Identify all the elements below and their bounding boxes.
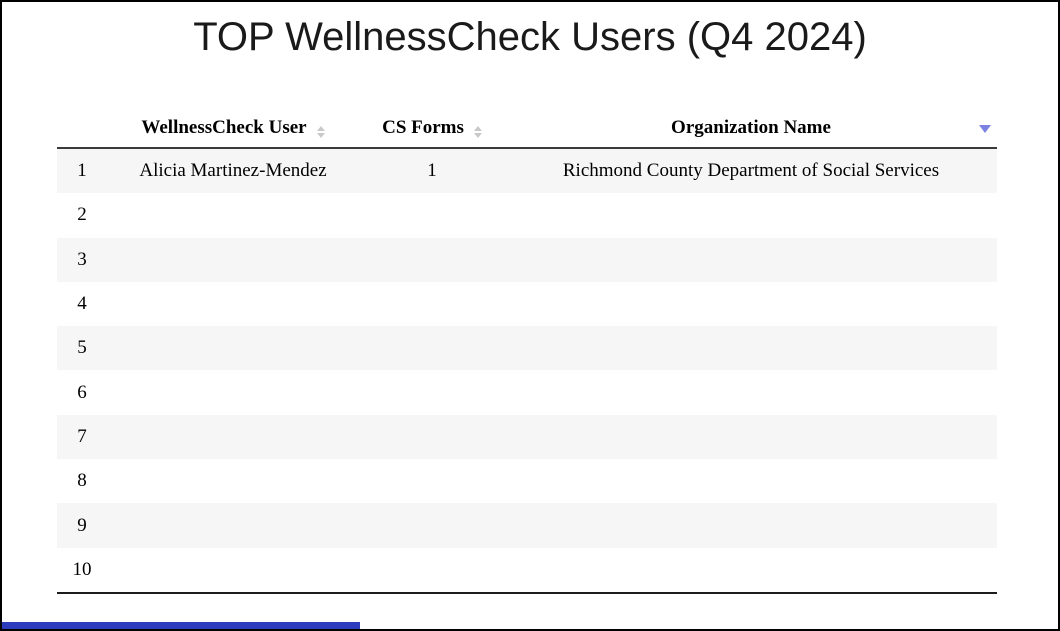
table-row: 2	[57, 193, 997, 237]
table-row: 5	[57, 326, 997, 371]
rank-cell: 9	[77, 514, 87, 536]
sort-desc-icon[interactable]	[979, 124, 991, 133]
user-cell: Alicia Martinez-Mendez	[139, 160, 327, 182]
rank-cell: 3	[77, 248, 87, 270]
top-users-table: WellnessCheck User CS Forms Organization…	[57, 108, 997, 594]
table-row: 1 Alicia Martinez-Mendez 1 Richmond Coun…	[57, 149, 997, 194]
accent-bar	[2, 622, 360, 629]
rank-cell: 7	[77, 425, 87, 447]
organization-cell: Richmond County Department of Social Ser…	[562, 160, 940, 182]
rank-cell: 4	[77, 293, 87, 315]
sort-down-arrow-icon	[316, 133, 325, 138]
organization-column-header[interactable]: Organization Name	[505, 107, 997, 148]
sort-down-arrow-icon	[473, 133, 482, 138]
rank-cell: 10	[72, 558, 92, 580]
table-row: 7	[57, 414, 997, 460]
cs-forms-cell: 1	[427, 160, 437, 182]
table-row: 6	[57, 370, 997, 414]
sort-updown-icon[interactable]	[316, 126, 325, 138]
sort-updown-icon[interactable]	[473, 126, 482, 138]
cs-forms-column-header[interactable]: CS Forms	[359, 107, 505, 148]
sort-up-arrow-icon	[473, 126, 482, 131]
rank-cell: 8	[77, 470, 87, 492]
rank-cell: 6	[77, 381, 87, 403]
sort-up-arrow-icon	[316, 126, 325, 131]
table-row: 8	[57, 459, 997, 503]
organization-column-label: Organization Name	[671, 117, 831, 138]
table-row: 3	[57, 237, 997, 282]
user-column-label: WellnessCheck User	[141, 117, 307, 138]
table-bottom-border	[57, 591, 997, 594]
table-row: 10	[57, 548, 997, 592]
user-column-header[interactable]: WellnessCheck User	[107, 107, 359, 148]
page-title: TOP WellnessCheck Users (Q4 2024)	[193, 15, 867, 59]
table-row: 4	[57, 282, 997, 326]
rank-cell: 1	[77, 160, 87, 182]
cs-forms-column-label: CS Forms	[382, 117, 464, 138]
rank-cell: 2	[77, 204, 87, 226]
table-row: 9	[57, 503, 997, 548]
rank-cell: 5	[77, 337, 87, 359]
table-header: WellnessCheck User CS Forms Organization…	[57, 108, 997, 149]
rank-column-header	[57, 107, 107, 148]
